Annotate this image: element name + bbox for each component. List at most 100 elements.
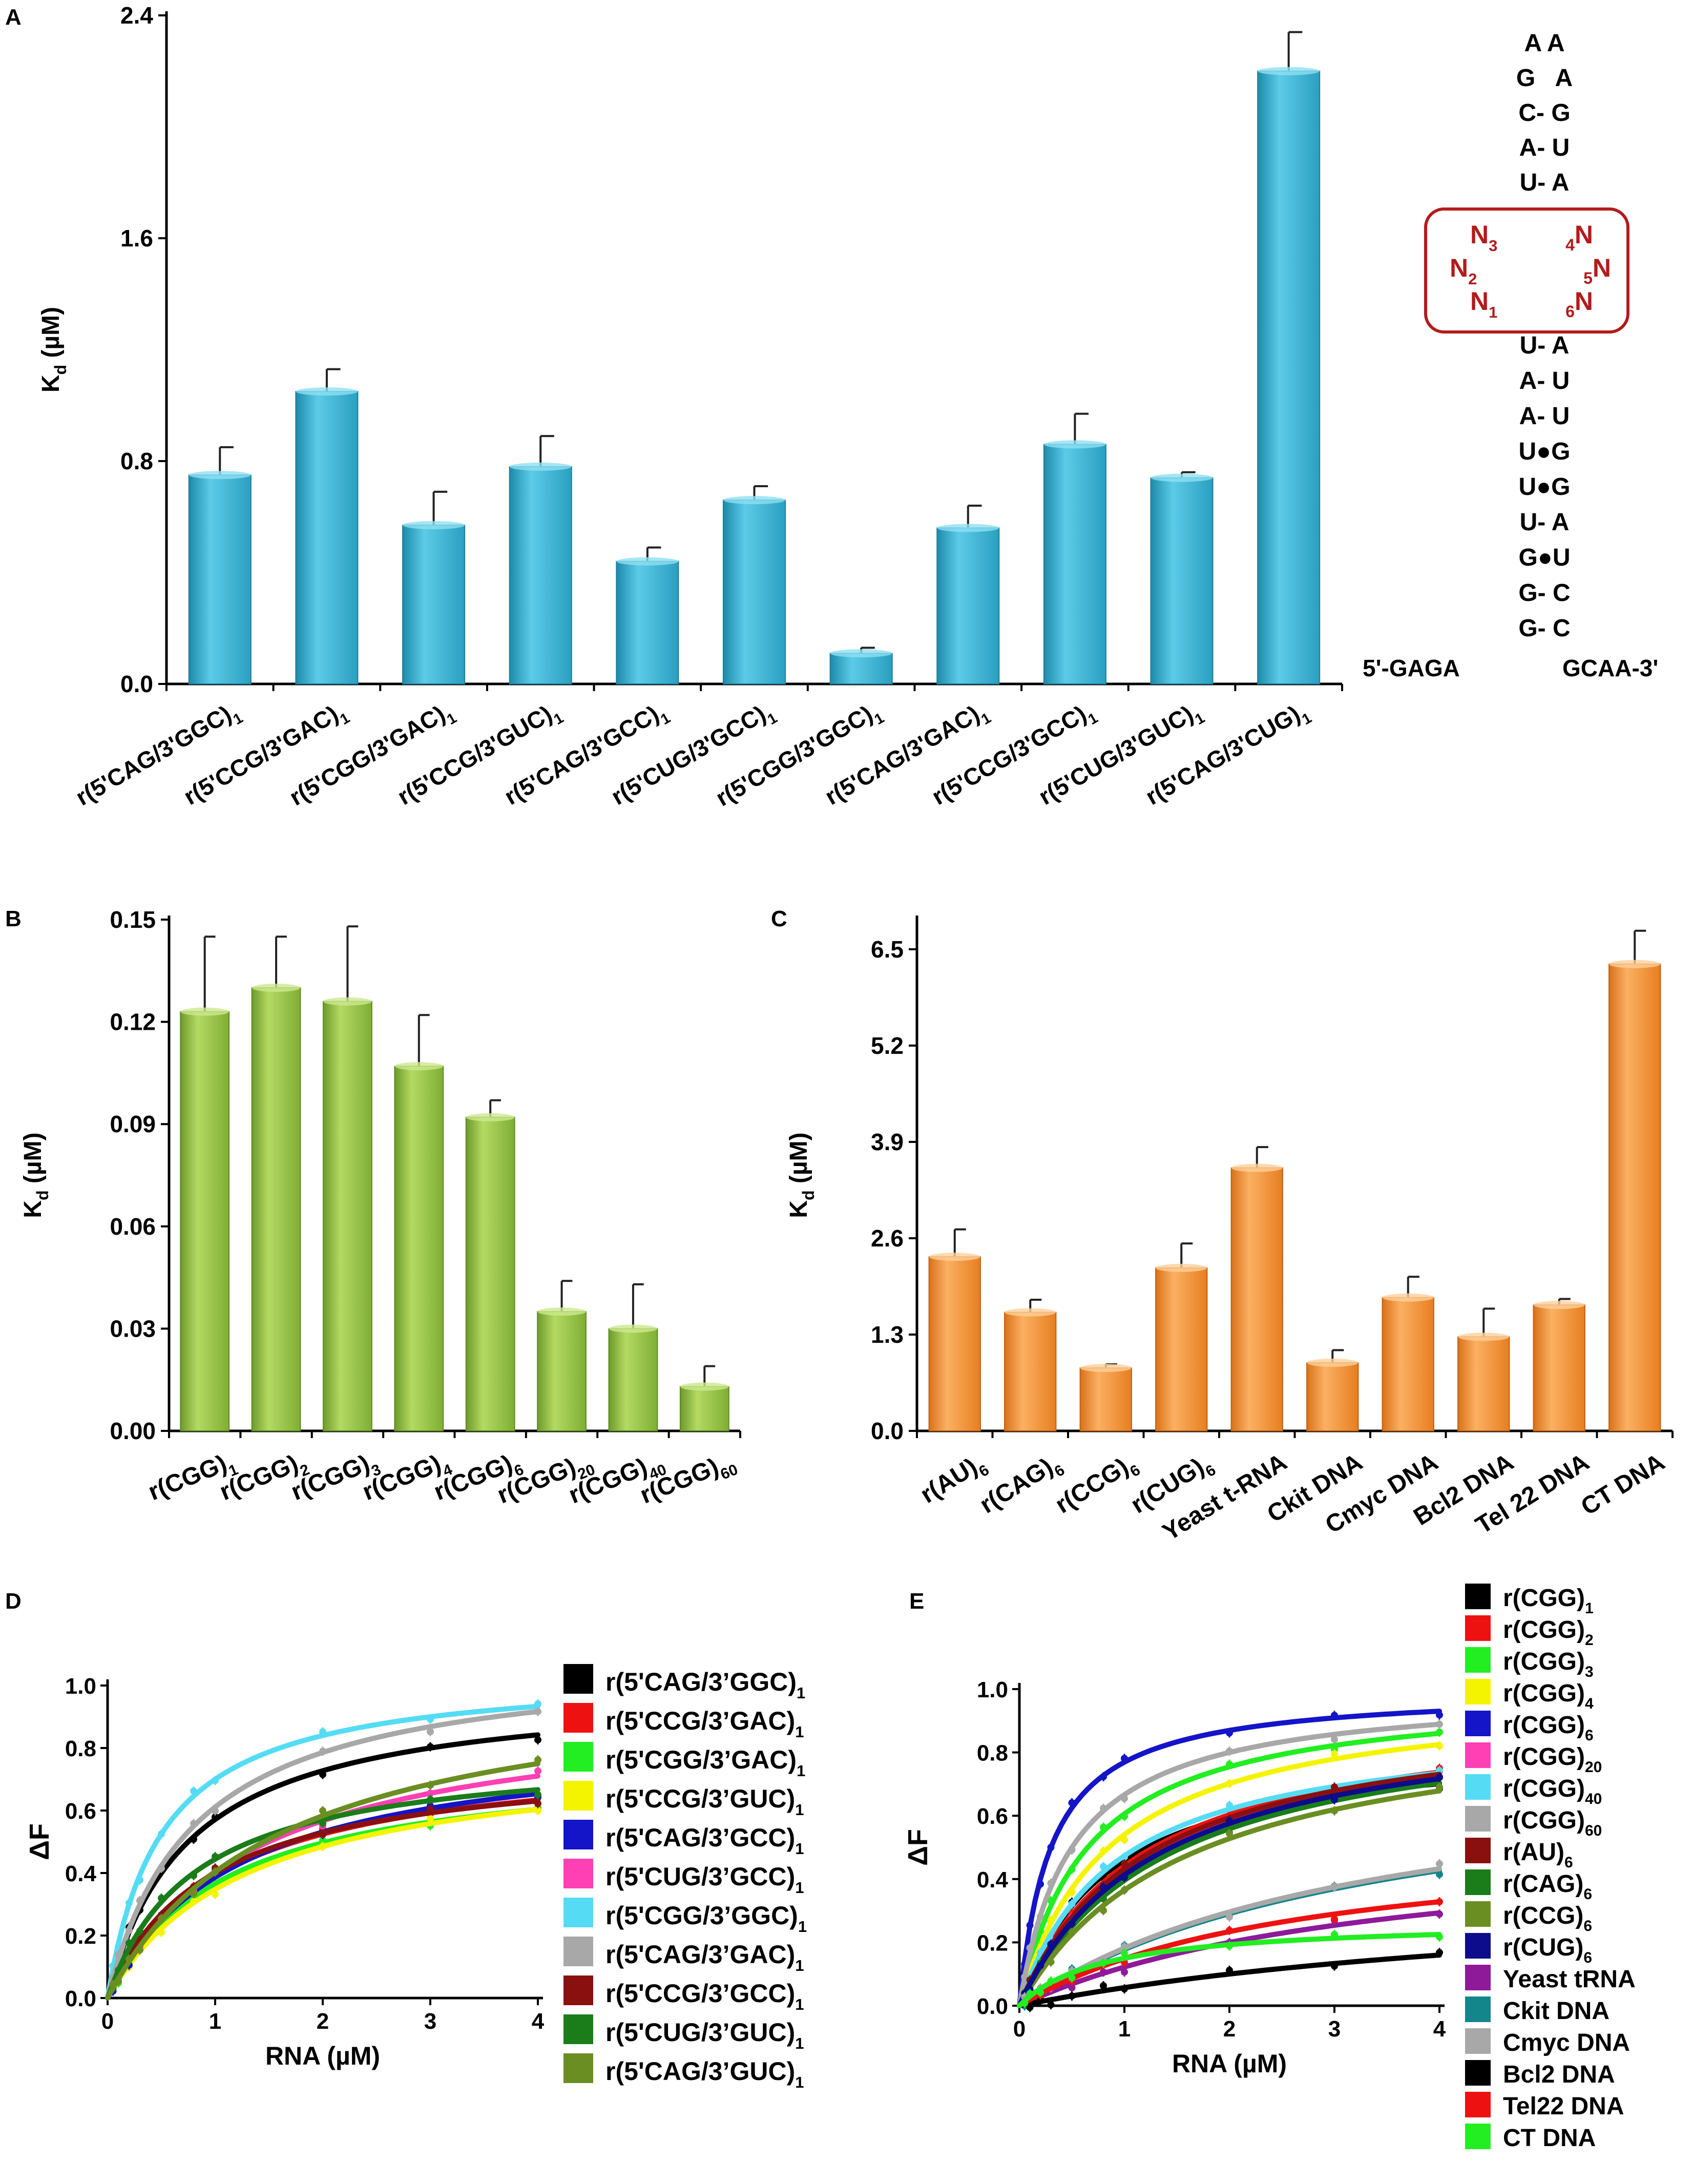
base-pair-row: U- A — [1520, 509, 1570, 536]
legend-label: r(CAG)6 — [1503, 1870, 1592, 1903]
legend-swatch — [563, 2053, 593, 2083]
data-point — [1100, 1959, 1107, 1967]
bar-top — [296, 387, 358, 396]
data-point — [427, 1805, 434, 1813]
data-point — [1068, 1799, 1076, 1806]
x-tick-label: 0 — [1013, 2016, 1026, 2042]
data-point — [1226, 1760, 1233, 1768]
bar-top — [394, 1062, 444, 1071]
category-label: r(CGG)60 — [636, 1447, 740, 1514]
legend-swatch — [563, 1859, 593, 1888]
legend-swatch — [1465, 2028, 1491, 2054]
bar — [1004, 1312, 1057, 1431]
bar — [1457, 1336, 1510, 1431]
y-tick-label: 0.0 — [65, 1986, 96, 2011]
data-point — [427, 1728, 434, 1736]
base-pair-row: A- U — [1519, 134, 1570, 161]
category-label: r(CCG)6 — [1051, 1448, 1143, 1523]
base-pair-row: U- A — [1520, 332, 1570, 359]
bar-top — [937, 524, 999, 532]
x-tick-label: 2 — [317, 2009, 329, 2034]
data-point — [190, 1820, 197, 1827]
variable-nucleotide: N3 — [1470, 220, 1497, 255]
data-point — [212, 1807, 219, 1815]
base-pair-row: U●G — [1519, 438, 1571, 465]
y-tick-label: 0.06 — [110, 1213, 156, 1240]
legend-label: r(5'CCG/3’GAC)1 — [605, 1707, 804, 1741]
bar-top — [1258, 67, 1320, 75]
data-point — [1121, 1836, 1128, 1843]
bar — [1155, 1267, 1208, 1432]
data-point — [1047, 1958, 1055, 1966]
x-tick-label: 0 — [101, 2009, 114, 2034]
category-label: r(CAG)6 — [975, 1448, 1068, 1523]
data-point — [1331, 1783, 1338, 1791]
x-tick-label: 1 — [209, 2009, 221, 2034]
data-point — [1121, 1795, 1128, 1802]
data-point — [1100, 1895, 1107, 1903]
y-tick-label: 0.00 — [110, 1418, 156, 1444]
data-point — [1226, 1780, 1233, 1787]
data-point — [158, 1830, 165, 1838]
data-point — [1226, 1748, 1233, 1755]
x-tick-label: 4 — [532, 2009, 545, 2034]
bar-top — [1156, 1263, 1207, 1272]
bar-top — [1609, 960, 1661, 968]
legend-label: Tel22 DNA — [1503, 2093, 1624, 2120]
bar — [928, 1256, 981, 1432]
data-point — [115, 1978, 122, 1985]
bar — [188, 474, 252, 684]
data-point — [1226, 1801, 1233, 1809]
legend-label: r(5'CAG/3’GCC)1 — [605, 1823, 804, 1858]
bar — [722, 500, 786, 684]
bar-top — [1231, 1163, 1283, 1172]
legend-label: r(5'CAG/3’GUC)1 — [605, 2057, 804, 2091]
legend-swatch — [1465, 1679, 1491, 1704]
legend-swatch — [563, 2014, 593, 2044]
legend-swatch — [563, 1703, 593, 1733]
y-tick-label: 0.0 — [977, 1994, 1008, 2019]
data-point — [1436, 1898, 1443, 1906]
legend-label: r(CGG)40 — [1503, 1775, 1602, 1807]
data-point — [1331, 1962, 1338, 1970]
data-point — [1331, 1807, 1338, 1815]
y-tick-label: 1.6 — [120, 225, 153, 252]
bar — [616, 560, 679, 684]
data-point — [1026, 1944, 1034, 1952]
legend-label: r(5'CUG/3’GUC)1 — [605, 2018, 804, 2052]
y-tick-label: 0.09 — [110, 1111, 156, 1137]
bar-top — [723, 496, 786, 505]
variable-nucleotide: 4N — [1565, 220, 1593, 254]
data-point — [1100, 1907, 1107, 1915]
data-point — [1121, 1985, 1128, 1993]
data-point — [534, 1756, 541, 1764]
legend-swatch — [563, 1820, 593, 1849]
line-chart-E: E 0.0 0.2 0.4 0.6 0.8 1.0 0 1 2 3 4 ΔF RNA (µM) r(CGG)… — [903, 1584, 1636, 2152]
data-point — [126, 1899, 133, 1907]
data-point — [1331, 1915, 1338, 1923]
data-point — [212, 1868, 219, 1876]
data-point — [1068, 1846, 1076, 1854]
data-point — [1331, 1883, 1338, 1891]
data-point — [534, 1807, 541, 1815]
panel-label: D — [5, 1589, 22, 1614]
y-axis-label: Kd (µM) — [785, 1132, 818, 1218]
bar-chart-C: C0.01.32.63.95.26.5Kd (µM)r(AU)6r(CAG)6r… — [771, 906, 1674, 1546]
bar-top — [1151, 473, 1213, 482]
variable-loop-box — [1424, 207, 1629, 334]
data-point — [1436, 1933, 1443, 1941]
data-point — [1226, 1817, 1233, 1825]
base-pair-row: G●U — [1519, 544, 1571, 571]
data-point — [319, 1728, 326, 1736]
data-point — [1047, 1917, 1055, 1924]
bar-top — [830, 649, 892, 658]
x-axis-label: RNA (µM) — [265, 2042, 380, 2070]
legend-swatch — [1465, 2124, 1491, 2149]
data-point — [1068, 1888, 1076, 1896]
data-point — [1100, 1982, 1107, 1990]
legend-label: r(CGG)6 — [1503, 1712, 1594, 1744]
legend-label: r(5'CCG/3’GCC)1 — [605, 1979, 804, 2013]
data-point — [1026, 2004, 1034, 2011]
data-point — [1226, 1829, 1233, 1837]
